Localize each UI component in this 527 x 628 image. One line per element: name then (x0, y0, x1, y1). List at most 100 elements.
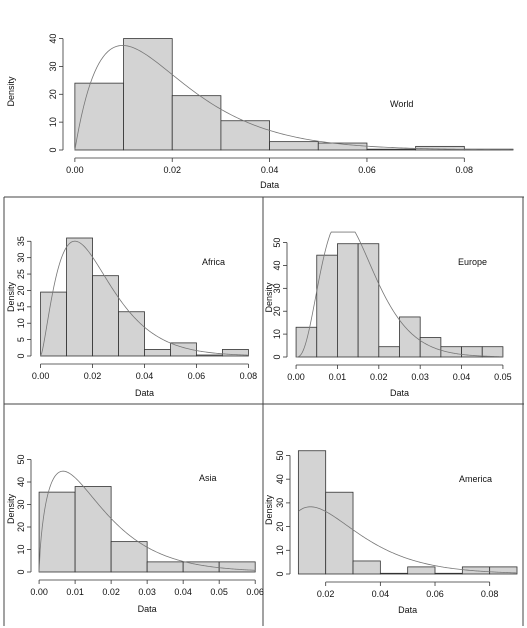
x-tick-label: 0.00 (32, 371, 50, 381)
histogram-bar (440, 346, 462, 358)
y-tick-label: 40 (48, 34, 58, 44)
density-curve-line (298, 506, 518, 574)
x-axis-title: Data (138, 604, 157, 614)
x-tick-label: 0.04 (372, 589, 390, 599)
histogram-bar (481, 346, 504, 358)
x-tick-label: 0.08 (481, 589, 499, 599)
y-tick-label: 30 (16, 253, 26, 263)
x-tick-label: 0.02 (370, 372, 388, 382)
y-tick-label: 0 (16, 353, 26, 358)
y-axis-title: Density (264, 494, 274, 525)
x-tick-label: 0.02 (84, 371, 102, 381)
y-tick-label: 50 (16, 454, 26, 464)
y-tick-label: 0 (272, 354, 282, 359)
histogram-bar (297, 450, 327, 575)
histogram-bar (419, 337, 442, 358)
density-curve-line (38, 470, 256, 573)
histogram-bar (170, 342, 197, 357)
y-tick-label: 0 (275, 571, 285, 576)
y-tick-label: 0 (16, 569, 26, 574)
histogram-bar (123, 38, 173, 151)
histogram-bar (171, 95, 222, 151)
y-tick-label: 40 (275, 474, 285, 484)
histogram-bar (74, 486, 112, 573)
histogram-bar (489, 566, 518, 575)
density-curve-line (74, 45, 514, 151)
y-tick-label: 25 (16, 269, 26, 279)
y-axis-title: Density (6, 281, 16, 312)
y-tick-label: 30 (272, 283, 282, 293)
x-tick-label: 0.03 (138, 587, 156, 597)
y-axis-title: Density (6, 76, 16, 107)
world-histogram: 0.00 0.02 0.04 0.06 0.08 0 10 20 30 40 Data Density… (6, 34, 514, 190)
x-tick-label: 0.04 (453, 372, 471, 382)
x-tick-label: 0.04 (136, 371, 154, 381)
histogram-bar (399, 316, 421, 358)
histogram-bar (74, 82, 124, 151)
y-tick-label: 50 (275, 450, 285, 460)
x-tick-label: 0.00 (66, 165, 84, 175)
region-annotation: World (390, 99, 413, 109)
y-tick-label: 20 (16, 522, 26, 532)
histogram-bar (92, 275, 119, 357)
asia-histogram: 0.00 0.01 0.02 0.03 0.04 0.05 0.06 0 10 20 30 40 50 D… (6, 454, 264, 614)
histogram-bar (407, 566, 436, 575)
europe-histogram: 0.00 0.01 0.02 0.03 0.04 0.05 0 10 20 30 40 50 Data D… (264, 231, 512, 398)
x-tick-label: 0.06 (246, 587, 264, 597)
histogram-bar (38, 491, 76, 573)
x-tick-label: 0.00 (287, 372, 305, 382)
region-annotation: America (459, 474, 492, 484)
histogram-bar (110, 541, 148, 573)
histogram-bar (379, 572, 409, 575)
y-tick-label: 20 (272, 306, 282, 316)
y-tick-label: 20 (275, 522, 285, 532)
histogram-bar (325, 491, 354, 575)
y-tick-label: 5 (16, 337, 26, 342)
y-tick-label: 0 (48, 147, 58, 152)
density-curve-line (40, 240, 249, 357)
x-axis-title: Data (135, 388, 154, 398)
y-tick-label: 40 (272, 260, 282, 270)
histogram-bar (378, 346, 400, 358)
y-tick-label: 10 (48, 117, 58, 127)
histogram-bar (40, 291, 67, 357)
x-tick-label: 0.02 (317, 589, 335, 599)
x-tick-label: 0.02 (163, 165, 181, 175)
y-tick-label: 10 (275, 545, 285, 555)
y-tick-label: 10 (16, 544, 26, 554)
x-tick-label: 0.04 (261, 165, 279, 175)
x-tick-label: 0.08 (456, 165, 474, 175)
x-tick-label: 0.01 (329, 372, 347, 382)
y-tick-label: 20 (48, 89, 58, 99)
x-tick-label: 0.06 (426, 589, 444, 599)
histogram-bar (352, 560, 381, 575)
y-axis-title: Density (6, 493, 16, 524)
histogram-bar (366, 148, 417, 151)
x-tick-label: 0.06 (358, 165, 376, 175)
x-tick-label: 0.04 (174, 587, 192, 597)
y-tick-label: 40 (16, 477, 26, 487)
histogram-bar (337, 243, 359, 358)
histogram-bar (66, 237, 93, 357)
y-tick-label: 20 (16, 285, 26, 295)
x-tick-label: 0.06 (188, 371, 206, 381)
y-tick-label: 30 (275, 498, 285, 508)
histogram-bar (269, 141, 319, 151)
x-axis-title: Data (260, 180, 279, 190)
x-tick-label: 0.02 (102, 587, 120, 597)
america-histogram: 0.02 0.04 0.06 0.08 0 10 20 30 40 50 Data Density Am… (264, 450, 518, 615)
y-tick-label: 10 (272, 329, 282, 339)
histogram-bar (434, 572, 463, 575)
histogram-bar (144, 349, 171, 357)
y-tick-label: 30 (16, 499, 26, 509)
x-tick-label: 0.01 (66, 587, 84, 597)
x-tick-label: 0.05 (210, 587, 228, 597)
region-annotation: Africa (202, 257, 225, 267)
y-tick-label: 10 (16, 318, 26, 328)
y-tick-label: 30 (48, 61, 58, 71)
region-annotation: Asia (199, 473, 217, 483)
histogram-bar (316, 254, 338, 358)
density-curve-line (296, 231, 503, 358)
y-tick-label: 15 (16, 302, 26, 312)
histogram-bar (218, 561, 256, 573)
